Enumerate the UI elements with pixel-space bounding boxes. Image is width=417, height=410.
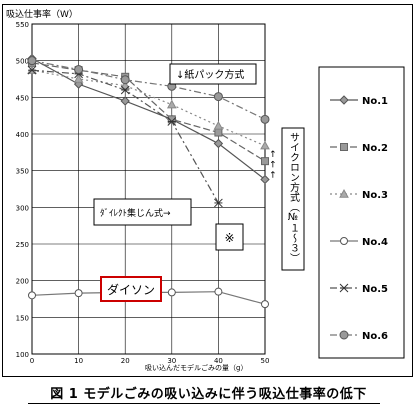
annotation-direct: ﾀﾞｲﾚｸﾄ集じん式→ <box>93 198 192 226</box>
series-line-No.6 <box>31 60 266 120</box>
point-No.3-50 <box>260 140 270 150</box>
annotation-note: ※ <box>215 223 244 251</box>
y-axis-label: 吸込仕事率（W） <box>6 8 78 20</box>
point-No.6-0 <box>27 56 37 66</box>
point-No.5-40 <box>214 198 223 208</box>
y-tick-label-400: 400 <box>16 131 29 139</box>
y-tick-label-150: 150 <box>16 314 29 322</box>
y-tick-label-300: 300 <box>16 204 29 212</box>
annotation-dyson: ダイソン <box>100 276 162 302</box>
y-tick-label-500: 500 <box>16 58 29 66</box>
point-No.4-0 <box>28 291 36 300</box>
legend-label-No.3: No.3 <box>362 190 388 201</box>
annotation-paper-pack-text: ↓紙パック方式 <box>176 68 244 81</box>
point-No.3-30 <box>166 99 177 109</box>
point-No.5-20 <box>120 85 130 95</box>
series-markers <box>27 53 270 309</box>
x-tick-label-40: 40 <box>214 357 223 365</box>
point-No.2-50 <box>261 157 269 166</box>
point-No.4-40 <box>214 287 223 296</box>
y-tick-label-250: 250 <box>16 241 29 249</box>
x-tick-label-30: 30 <box>167 357 176 365</box>
annotation-cyclone-text: サイクロン方式（№１～３） <box>288 132 300 263</box>
legend-marker-No.2 <box>340 143 348 151</box>
chart-frame <box>2 4 413 377</box>
point-No.4-30 <box>167 288 176 297</box>
point-No.6-40 <box>213 92 223 102</box>
point-No.6-50 <box>260 114 270 124</box>
y-tick-label-550: 550 <box>16 21 29 29</box>
legend-marker-No.4 <box>340 237 348 245</box>
legend-box <box>318 66 405 359</box>
figure-caption: 図 1 モデルごみの吸い込みに伴う吸込仕事率の低下 <box>50 387 367 402</box>
point-No.2-40 <box>214 128 223 137</box>
legend-label-No.1: No.1 <box>362 96 388 107</box>
point-No.1-40 <box>213 138 224 149</box>
point-No.3-40 <box>213 120 224 130</box>
caption-underline <box>28 403 380 404</box>
x-tick-label-0: 0 <box>30 357 34 365</box>
series-line-No.1 <box>31 57 266 180</box>
y-tick-label-200: 200 <box>16 278 29 286</box>
y-tick-label-450: 450 <box>16 94 29 102</box>
annotation-dyson-text: ダイソン <box>107 282 155 297</box>
point-No.1-20 <box>120 96 130 106</box>
series-line-No.2 <box>31 62 266 162</box>
point-No.4-50 <box>261 300 269 309</box>
x-tick-label-20: 20 <box>121 357 130 365</box>
annotation-direct-text: ﾀﾞｲﾚｸﾄ集じん式→ <box>100 207 171 219</box>
point-No.3-10 <box>73 73 84 83</box>
point-No.3-20 <box>120 80 131 90</box>
point-No.6-10 <box>74 64 84 74</box>
y-tick-label-350: 350 <box>16 168 29 176</box>
point-No.4-10 <box>74 289 83 298</box>
y-tick-label-100: 100 <box>16 351 29 359</box>
annotation-paper-pack: ↓紙パック方式 <box>169 63 257 85</box>
point-No.2-30 <box>167 115 176 124</box>
legend: No.1 No.2 No.3 No.4 No.5 No.6 <box>330 95 388 342</box>
legend-label-No.4: No.4 <box>362 237 388 248</box>
point-No.1-50 <box>260 174 270 185</box>
point-No.5-0 <box>27 65 37 75</box>
annotation-cyclone: サイクロン方式（№１～３） ← ← ← <box>267 127 305 271</box>
annotation-cyclone-arrows: ← ← ← <box>267 150 277 179</box>
legend-label-No.5: No.5 <box>362 284 388 295</box>
legend-label-No.2: No.2 <box>362 143 388 154</box>
x-axis-label: 吸い込んだモデルごみの量（g） <box>145 363 247 372</box>
legend-marker-No.5 <box>339 283 349 293</box>
legend-label-No.6: No.6 <box>362 331 388 342</box>
x-tick-label-50: 50 <box>261 357 270 365</box>
legend-marker-No.3 <box>339 188 349 198</box>
point-No.6-20 <box>120 75 130 85</box>
legend-marker-No.1 <box>339 95 349 105</box>
legend-marker-No.6 <box>339 330 349 340</box>
tick-labels: 100 150 200 250 300 350 400 450 500 550 0 10 20 30 40 5… <box>16 21 270 365</box>
annotation-note-mark: ※ <box>224 231 234 245</box>
x-tick-label-10: 10 <box>74 357 83 365</box>
series-lines <box>31 57 266 305</box>
point-No.5-30 <box>167 117 177 126</box>
